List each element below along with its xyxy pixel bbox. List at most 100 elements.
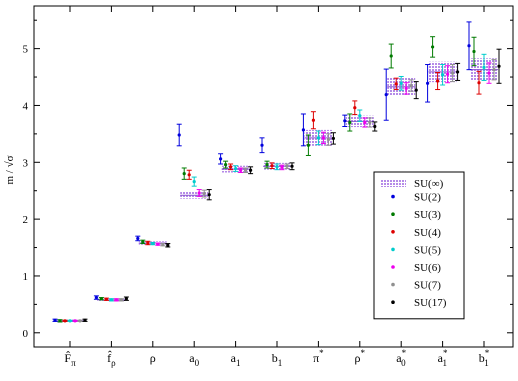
data-point xyxy=(63,319,67,323)
data-point xyxy=(207,193,211,197)
legend-marker xyxy=(391,300,395,305)
data-point xyxy=(109,298,113,302)
data-point xyxy=(477,81,481,85)
data-point xyxy=(446,72,450,76)
data-point xyxy=(239,168,243,172)
plot-frame xyxy=(33,5,514,348)
data-point xyxy=(114,298,118,302)
legend-label: SU(7) xyxy=(414,280,441,292)
data-point xyxy=(83,318,87,322)
data-point xyxy=(306,143,310,147)
data-point xyxy=(426,81,430,85)
x-tick-label: b* 1 xyxy=(479,348,490,368)
data-point xyxy=(414,88,418,92)
data-point xyxy=(404,86,408,91)
data-point xyxy=(104,297,108,301)
data-point xyxy=(53,318,57,322)
x-tick-label: ρ* xyxy=(355,348,366,365)
data-point xyxy=(197,191,201,195)
data-point xyxy=(482,65,486,69)
legend-label: SU(2) xyxy=(414,192,441,204)
legend-label: SU(6) xyxy=(414,262,441,274)
legend-label: SU(17) xyxy=(414,297,447,309)
legend-label: SU(∞) xyxy=(414,178,444,190)
data-point xyxy=(373,124,377,129)
data-point xyxy=(244,168,248,172)
data-point xyxy=(343,119,347,123)
data-point xyxy=(384,93,388,97)
data-point xyxy=(280,165,284,170)
y-tick-label: 1 xyxy=(23,271,29,283)
data-point xyxy=(99,297,103,301)
data-point xyxy=(311,118,315,122)
data-point xyxy=(187,173,191,177)
legend-marker xyxy=(391,230,395,234)
data-point xyxy=(78,319,82,323)
x-tick-label: ρ xyxy=(150,351,156,365)
data-point xyxy=(290,164,294,168)
data-point xyxy=(456,70,460,74)
data-point xyxy=(141,240,145,244)
legend-marker xyxy=(391,194,395,199)
data-point xyxy=(68,319,72,323)
data-point xyxy=(497,64,501,68)
y-tick-label: 4 xyxy=(23,100,29,112)
legend-box xyxy=(373,171,465,320)
y-tick-label: 2 xyxy=(23,214,29,226)
data-point xyxy=(321,136,325,140)
data-point xyxy=(409,83,413,88)
y-axis-label: m / √σ xyxy=(4,155,16,184)
x-tick-label: π* xyxy=(313,348,324,365)
data-point xyxy=(156,242,160,246)
data-point xyxy=(301,128,305,132)
data-point xyxy=(119,298,123,302)
data-point xyxy=(368,120,372,125)
x-tick-label: a* 1 xyxy=(438,348,448,368)
legend-marker xyxy=(391,265,395,269)
legend-label: SU(5) xyxy=(414,244,441,256)
data-point xyxy=(94,295,98,300)
legend-label: SU(4) xyxy=(414,227,441,239)
data-point xyxy=(436,79,440,83)
x-axis: F̂π f̂ρ ρ a0 a1 b1 π* ρ* a* 0 a* 1 b* 1 xyxy=(64,6,490,368)
data-point xyxy=(146,241,150,245)
x-tick-label: f̂ρ xyxy=(107,350,116,368)
y-axis: 0 1 2 3 4 5 xyxy=(23,19,513,340)
data-point xyxy=(177,133,181,137)
data-points xyxy=(52,21,502,323)
data-point xyxy=(275,165,279,169)
data-point xyxy=(451,71,455,75)
x-tick-label: b1 xyxy=(272,351,283,368)
data-point xyxy=(202,191,206,196)
legend-marker xyxy=(391,282,395,287)
x-tick-label: a1 xyxy=(231,351,241,368)
data-point xyxy=(285,164,289,168)
data-point xyxy=(348,120,352,125)
data-point xyxy=(224,162,228,167)
data-point xyxy=(472,49,476,54)
data-point xyxy=(219,157,223,161)
y-tick-label: 3 xyxy=(23,157,29,169)
y-tick-label: 0 xyxy=(23,328,29,340)
data-point xyxy=(326,137,330,142)
data-point xyxy=(124,297,128,301)
data-point xyxy=(229,165,233,169)
data-point xyxy=(265,162,269,167)
y-tick-label: 5 xyxy=(23,44,29,56)
x-tick-label: a* 0 xyxy=(396,348,406,368)
x-tick-label: a0 xyxy=(189,351,199,368)
data-point xyxy=(192,180,196,184)
data-point xyxy=(431,45,435,49)
data-point xyxy=(358,114,362,118)
legend-swatch-band xyxy=(380,179,406,187)
data-point xyxy=(353,106,357,110)
legend-marker xyxy=(391,212,395,216)
data-point xyxy=(487,71,491,75)
data-point xyxy=(58,319,62,323)
data-point xyxy=(166,243,170,247)
data-point xyxy=(316,136,320,140)
data-point xyxy=(492,68,496,72)
data-point xyxy=(363,120,367,125)
data-point xyxy=(441,73,445,77)
